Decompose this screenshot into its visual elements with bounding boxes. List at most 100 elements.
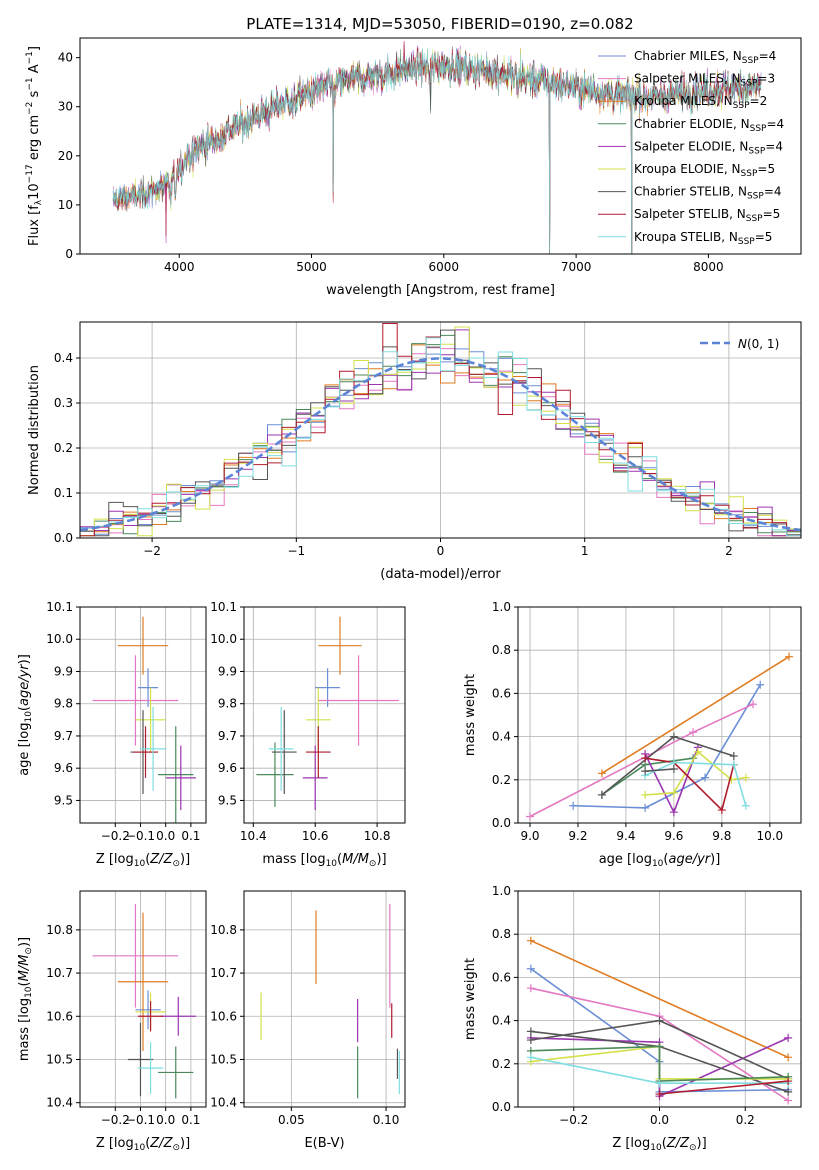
- plot-area: [80, 323, 801, 537]
- x-tick-label: 10.0: [756, 829, 783, 843]
- x-tick-label: 0.10: [373, 1113, 400, 1127]
- weight-marker-chabrier-stelib: [669, 765, 678, 773]
- weight-marker-chabrier-miles: [641, 803, 650, 812]
- y-tick-label: 0.1: [54, 486, 73, 500]
- weight-marker-kroupa-stelib: [526, 1053, 535, 1062]
- weight-marker-chabrier-stelib: [729, 752, 738, 761]
- plot-area: [256, 616, 399, 811]
- weight-marker-chabrier-stelib: [526, 1036, 535, 1045]
- weight-line-salpeter-stelib: [644, 757, 735, 812]
- plot-area: [92, 903, 196, 1099]
- y-tick-label: 9.9: [54, 664, 73, 678]
- x-tick-label: −0.1: [126, 1113, 155, 1127]
- weight-marker-kroupa-stelib: [655, 1079, 664, 1088]
- y-tick-label: 0.0: [492, 1100, 511, 1114]
- x-tick-label: −2: [143, 544, 161, 558]
- plot-area: [525, 652, 794, 821]
- weight-marker-salpeter-elodie: [784, 1033, 793, 1042]
- panel-age-vs-z: −0.2−0.1 0.0 0.1 9.5 9.6 9.7 9.8 9.9 10.0 10.1 Z […: [17, 600, 207, 869]
- weight-marker-chabrier-stelib: [669, 732, 678, 741]
- y-tick-label: 9.7: [54, 729, 73, 743]
- y-tick-label: 9.5: [54, 793, 73, 807]
- histogram-kroupa-stelib: [80, 337, 801, 537]
- x-tick-label: 0.1: [181, 829, 200, 843]
- axes-frame: [79, 37, 802, 255]
- y-tick-label: 0.4: [492, 730, 511, 744]
- legend-label-salpeter-miles: Salpeter MILES, NSSP=3: [634, 72, 775, 89]
- y-tick-label: 9.5: [218, 793, 237, 807]
- spectrum-line-salpeter-stelib: [112, 41, 762, 254]
- weight-marker-salpeter-stelib: [717, 806, 726, 815]
- legend-label-chabrier-miles: Chabrier MILES, NSSP=4: [634, 49, 776, 66]
- y-tick-label: 9.8: [218, 697, 237, 711]
- weight-marker-kroupa-stelib: [741, 801, 750, 810]
- y-tick-label: 0.0: [54, 531, 73, 545]
- weight-marker-chabrier-stelib: [784, 1087, 793, 1096]
- y-tick-label: 20: [58, 149, 73, 163]
- y-tick-label: 0.0: [492, 816, 511, 830]
- y-tick-label: 10.5: [46, 1052, 73, 1066]
- x-tick-label: 0.05: [278, 1113, 305, 1127]
- x-tick-label: 9.4: [616, 829, 635, 843]
- weight-marker-salpeter-miles: [689, 728, 698, 737]
- x-tick-label: 9.6: [664, 829, 683, 843]
- plot-area: [260, 903, 400, 1099]
- legend-label-salpeter-elodie: Salpeter ELODIE, NSSP=4: [634, 139, 783, 156]
- weight-marker-chabrier-stelib: [641, 767, 650, 776]
- x-tick-label: 0.0: [156, 1113, 175, 1127]
- legend-label-gaussian: N(0, 1): [738, 337, 779, 351]
- panel-age-vs-mass: 10.4 10.6 10.8 9.5 9.6 9.7 9.8 9.9 10.0 10.1 mass …: [210, 600, 406, 869]
- legend-label-chabrier-stelib: Chabrier STELIB, NSSP=4: [634, 185, 782, 202]
- x-tick-label: 9.2: [568, 829, 587, 843]
- y-tick-label: 30: [58, 100, 73, 114]
- y-tick-label: 9.6: [54, 761, 73, 775]
- y-axis-label: mass [log10(M/M⊙)]: [17, 937, 34, 1061]
- x-axis-label: wavelength [Angstrom, rest frame]: [326, 283, 555, 298]
- y-tick-label: 10.0: [210, 632, 237, 646]
- weight-marker-kroupa-stelib: [729, 760, 738, 769]
- y-axis-label: Flux [fλ10−17 erg cm−2 s−1 A−1]: [25, 46, 44, 246]
- y-tick-label: 9.8: [54, 697, 73, 711]
- x-tick-label: 5000: [296, 260, 327, 274]
- y-tick-label: 10.7: [210, 966, 237, 980]
- legend-label-chabrier-elodie: Chabrier ELODIE, NSSP=4: [634, 117, 784, 134]
- weight-marker-chabrier-miles: [756, 680, 765, 689]
- x-axis-label: E(B-V): [304, 1136, 344, 1151]
- panel-mass-vs-z: −0.2−0.1 0.0 0.1 10.4 10.5 10.6 10.7 10.8 Z [log…: [17, 890, 207, 1153]
- figure-title: PLATE=1314, MJD=53050, FIBERID=0190, z=0…: [246, 15, 633, 33]
- weight-marker-chabrier-miles: [569, 801, 578, 810]
- y-tick-label: 0.2: [54, 441, 73, 455]
- panel-weight-vs-age: 9.0 9.2 9.4 9.6 9.8 10.0 0.0 0.2 0.4 0.6 0.8 1.0 mas…: [463, 600, 802, 869]
- weight-line-kroupa-stelib: [644, 761, 747, 806]
- weight-marker-kroupa-elodie: [741, 773, 750, 782]
- x-tick-label: 9.0: [520, 829, 539, 843]
- y-tick-label: 10.5: [210, 1052, 237, 1066]
- x-tick-label: −0.2: [559, 1113, 588, 1127]
- legend-label-kroupa-stelib: Kroupa STELIB, NSSP=5: [634, 230, 772, 247]
- weight-marker-salpeter-elodie: [669, 808, 678, 817]
- y-axis-label: mass weight: [463, 674, 478, 756]
- gaussian-curve: [80, 357, 801, 532]
- x-tick-label: 0.0: [156, 829, 175, 843]
- x-tick-label: 9.8: [712, 829, 731, 843]
- x-tick-label: 8000: [693, 260, 724, 274]
- y-tick-label: 10: [58, 198, 73, 212]
- y-tick-label: 0.2: [492, 773, 511, 787]
- weight-line-chabrier-stelib: [645, 768, 674, 772]
- weight-marker-chabrier-stelib: [655, 1016, 664, 1025]
- y-tick-label: 0.8: [492, 643, 511, 657]
- x-axis-label: (data-model)/error: [380, 567, 501, 582]
- weight-marker-kroupa-elodie: [727, 775, 736, 784]
- x-tick-label: −0.2: [101, 1113, 130, 1127]
- x-tick-label: 10.6: [302, 829, 329, 843]
- spectrum-line-kroupa-stelib: [112, 48, 762, 254]
- weight-line-salpeter-stelib: [659, 1080, 789, 1095]
- x-axis-label: Z [log10(Z/Z⊙)]: [96, 1136, 190, 1153]
- weight-marker-kroupa-miles: [597, 769, 606, 778]
- legend-label-kroupa-miles: Kroupa MILES, NSSP=2: [634, 94, 767, 111]
- legend-label-salpeter-stelib: Salpeter STELIB, NSSP=5: [634, 207, 780, 224]
- y-tick-label: 40: [58, 51, 73, 65]
- x-tick-label: 0.1: [181, 1113, 200, 1127]
- axes-frame: [243, 890, 406, 1108]
